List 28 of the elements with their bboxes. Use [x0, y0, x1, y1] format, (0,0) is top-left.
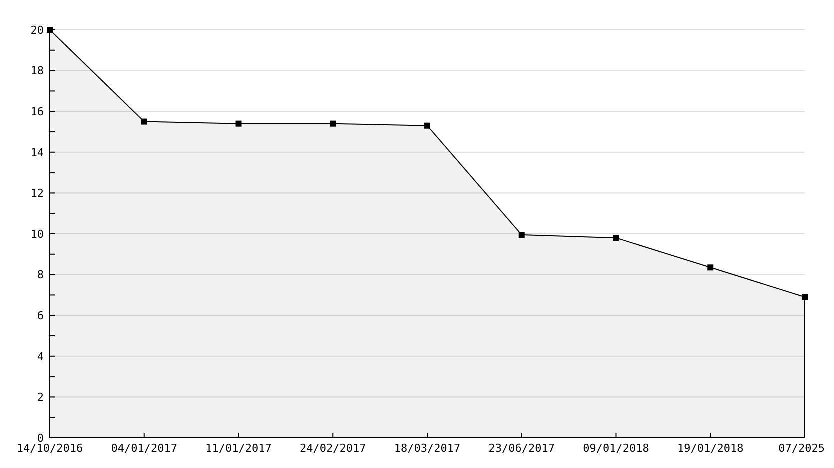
y-tick-label: 6 — [37, 309, 44, 322]
x-tick-label: 04/01/2017 — [111, 442, 178, 455]
point — [236, 120, 242, 127]
y-tick-label: 14 — [30, 146, 44, 160]
point — [802, 294, 808, 300]
y-tick-label: 4 — [37, 350, 44, 364]
x-tick-label: 14/10/2016 — [16, 442, 84, 455]
y-tick-label: 12 — [30, 187, 44, 200]
x-tick-label: 24/02/2017 — [300, 442, 366, 455]
x-tick-label: 23/06/2017 — [488, 442, 555, 455]
y-tick-label: 10 — [30, 228, 44, 241]
y-tick-label: 0 — [37, 432, 44, 445]
x-tick-label: 19/01/2018 — [678, 442, 744, 455]
y-tick-label: 16 — [30, 105, 44, 118]
point — [424, 122, 430, 129]
x-tick-label: 07/2025 — [778, 442, 825, 455]
y-tick-label: 2 — [37, 391, 44, 404]
point — [330, 120, 336, 127]
point — [708, 264, 714, 271]
y-tick-label: 18 — [30, 64, 44, 78]
point — [613, 235, 620, 242]
y-tick-label: 20 — [30, 24, 44, 37]
point — [518, 232, 525, 238]
point — [141, 118, 148, 125]
y-tick-label: 8 — [37, 268, 44, 282]
x-tick-label: 11/01/2017 — [206, 442, 272, 455]
x-tick-label: 18/03/2017 — [394, 442, 461, 455]
x-tick-label: 09/01/2018 — [583, 442, 650, 455]
